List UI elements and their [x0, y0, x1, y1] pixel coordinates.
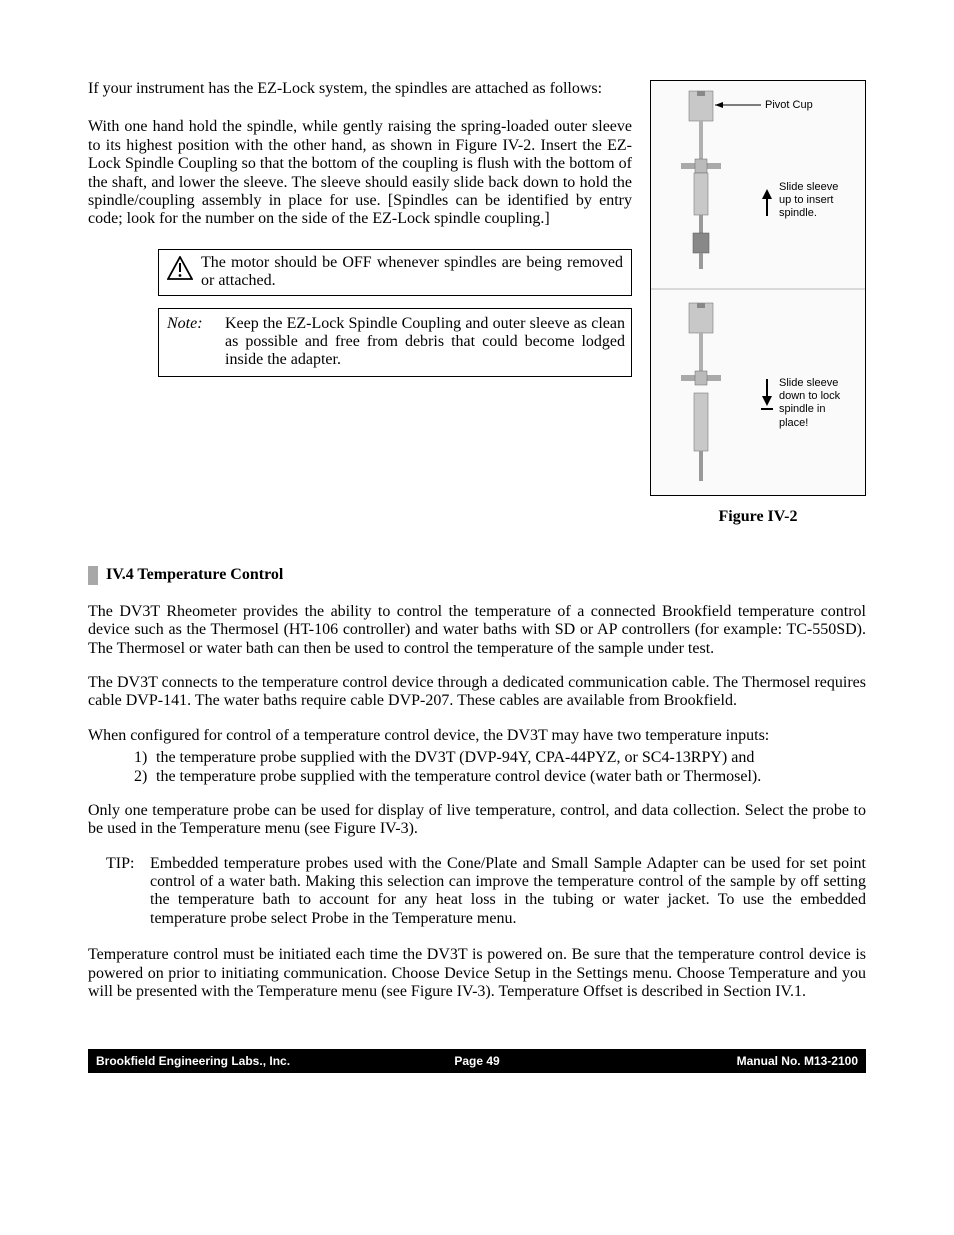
list-number: 2)	[134, 768, 156, 786]
footer-center: Page 49	[454, 1055, 499, 1069]
intro-paragraph: If your instrument has the EZ-Lock syste…	[88, 80, 632, 98]
list-number: 1)	[134, 749, 156, 767]
warning-box: The motor should be OFF whenever spindle…	[158, 249, 632, 296]
figure-label-up: Slide sleeve up to insert spindle.	[779, 181, 853, 221]
tip-block: TIP: Embedded temperature probes used wi…	[106, 855, 866, 929]
body-paragraph-1: The DV3T Rheometer provides the ability …	[88, 603, 866, 658]
footer-left: Brookfield Engineering Labs., Inc.	[96, 1055, 290, 1069]
page-footer: Brookfield Engineering Labs., Inc. Page …	[88, 1049, 866, 1073]
instructions-paragraph: With one hand hold the spindle, while ge…	[88, 118, 632, 228]
note-box: Note: Keep the EZ-Lock Spindle Coupling …	[158, 308, 632, 377]
figure-iv-2: Pivot Cup Slide sleeve up to insert spin…	[650, 80, 866, 496]
body-paragraph-2: The DV3T connects to the temperature con…	[88, 674, 866, 711]
list-text: the temperature probe supplied with the …	[156, 768, 866, 786]
warning-icon	[167, 256, 193, 285]
note-label: Note:	[167, 315, 213, 370]
figure-label-pivot: Pivot Cup	[765, 99, 813, 112]
list-item: 1) the temperature probe supplied with t…	[134, 749, 866, 767]
tip-text: Embedded temperature probes used with th…	[150, 855, 866, 929]
figure-label-down: Slide sleeve down to lock spindle in pla…	[779, 377, 853, 430]
figure-caption: Figure IV-2	[650, 508, 866, 526]
section-heading: IV.4 Temperature Control	[88, 566, 866, 584]
note-text: Keep the EZ-Lock Spindle Coupling and ou…	[225, 315, 625, 370]
tip-label: TIP:	[106, 855, 150, 929]
body-paragraph-3: When configured for control of a tempera…	[88, 727, 866, 745]
footer-right: Manual No. M13-2100	[737, 1055, 858, 1069]
body-paragraph-5: Temperature control must be initiated ea…	[88, 946, 866, 1001]
warning-text: The motor should be OFF whenever spindle…	[201, 254, 623, 291]
list-item: 2) the temperature probe supplied with t…	[134, 768, 866, 786]
ez-lock-diagram	[651, 81, 866, 496]
numbered-list: 1) the temperature probe supplied with t…	[134, 749, 866, 786]
list-text: the temperature probe supplied with the …	[156, 749, 866, 767]
body-paragraph-4: Only one temperature probe can be used f…	[88, 802, 866, 839]
